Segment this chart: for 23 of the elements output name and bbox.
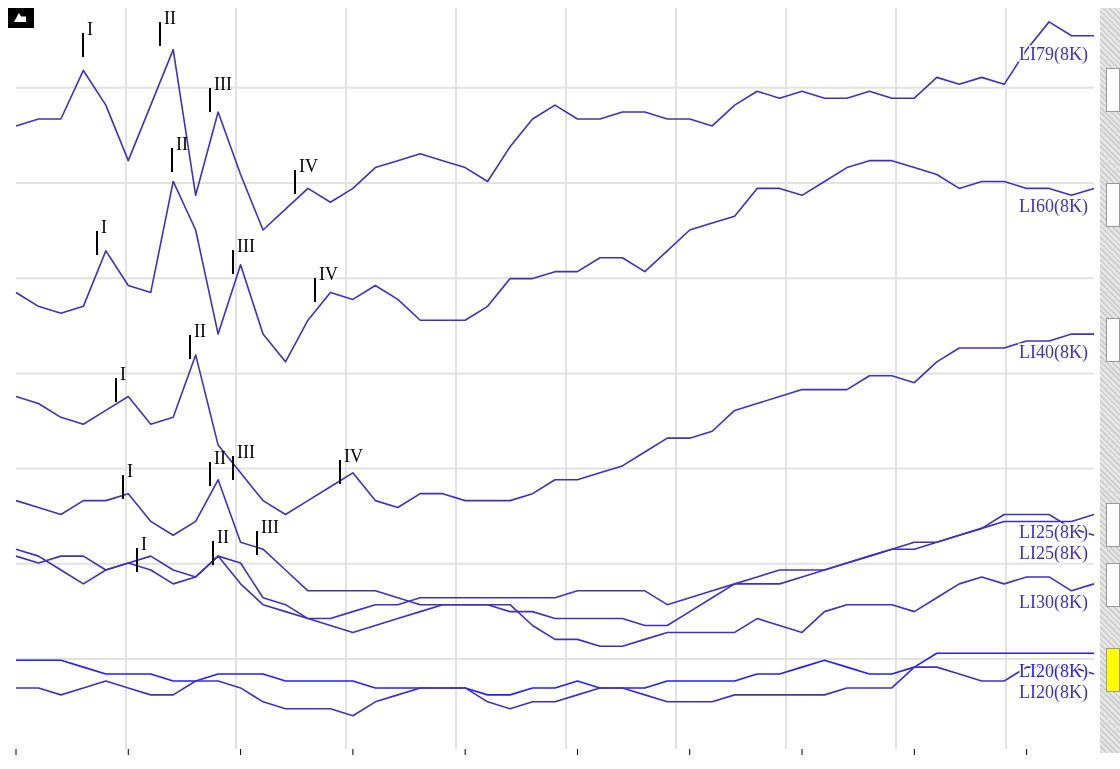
annotation: I: [141, 534, 147, 554]
annotation: III: [237, 442, 255, 462]
annotation: I: [87, 19, 93, 39]
annotation: I: [101, 217, 107, 237]
annotation: III: [214, 74, 232, 94]
series-label: LI30(8K): [1019, 591, 1088, 613]
annotation: III: [261, 517, 279, 537]
annotation: IV: [319, 264, 338, 284]
annotation: II: [214, 448, 226, 468]
annotation: I: [120, 364, 126, 384]
annotation: II: [194, 321, 206, 341]
series-label: LI60(8K): [1019, 196, 1088, 218]
annotation: II: [176, 134, 188, 154]
series-label: LI25(8K): [1019, 522, 1088, 544]
series-label: LI40(8K): [1019, 342, 1088, 364]
annotation: IV: [344, 446, 363, 466]
series-label: LI25(8K): [1019, 543, 1088, 565]
annotation: II: [217, 527, 229, 547]
annotation: III: [237, 236, 255, 256]
annotation: II: [164, 8, 176, 28]
annotation: I: [127, 461, 133, 481]
annotation: IV: [299, 156, 318, 176]
series-label: LI20(8K): [1019, 682, 1088, 704]
